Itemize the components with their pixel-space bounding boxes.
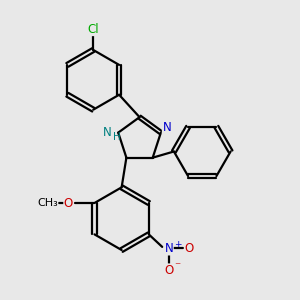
Text: N: N [164,242,173,255]
Text: +: + [174,240,182,249]
Text: N: N [162,121,171,134]
Text: N: N [103,126,111,139]
Text: ⁻: ⁻ [175,260,181,273]
Text: CH₃: CH₃ [37,198,58,208]
Text: O: O [64,196,73,209]
Text: Cl: Cl [88,22,99,36]
Text: O: O [184,242,194,255]
Text: H: H [113,131,121,142]
Text: O: O [164,264,173,277]
